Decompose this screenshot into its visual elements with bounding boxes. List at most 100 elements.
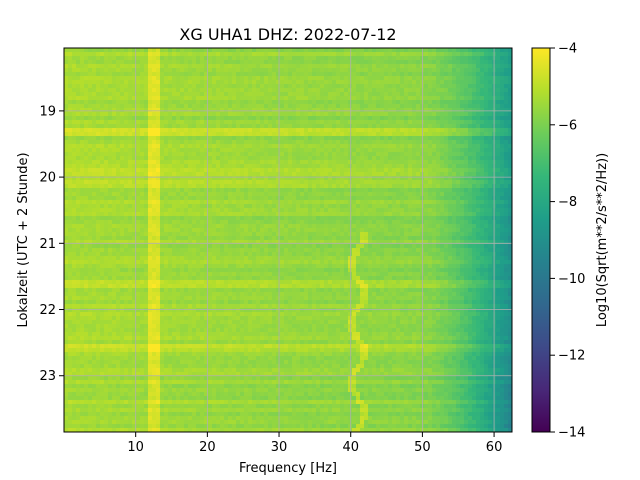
heatmap-cell [332,216,337,221]
heatmap-cell [304,148,309,153]
heatmap-cell [248,184,253,189]
heatmap-cell [224,132,229,137]
heatmap-cell [308,200,313,205]
heatmap-cell [204,112,209,117]
heatmap-cell [324,192,329,197]
heatmap-cell [264,140,269,145]
heatmap-cell [284,112,289,117]
heatmap-cell [292,220,297,225]
heatmap-cell [476,52,481,57]
heatmap-cell [368,204,373,209]
heatmap-cell [476,116,481,121]
heatmap-cell [440,96,445,101]
heatmap-cell [304,136,309,141]
heatmap-cell [280,128,285,133]
heatmap-cell [112,148,117,153]
heatmap-cell [320,136,325,141]
heatmap-cell [92,96,97,101]
heatmap-cell [296,208,301,213]
heatmap-cell [244,132,249,137]
heatmap-cell [424,212,429,217]
heatmap-cell [416,180,421,185]
heatmap-cell [460,148,465,153]
heatmap-cell [204,48,209,53]
heatmap-cell [252,64,257,69]
heatmap-cell [140,196,145,201]
heatmap-cell [336,168,341,173]
heatmap-cell [140,132,145,137]
heatmap-cell [308,100,313,105]
heatmap-cell [64,224,69,229]
heatmap-cell [272,184,277,189]
heatmap-cell [252,148,257,153]
heatmap-cell [100,184,105,189]
heatmap-cell [252,128,257,133]
heatmap-cell [480,188,485,193]
heatmap-cell [472,176,477,181]
heatmap-cell [88,172,93,177]
heatmap-cell [408,116,413,121]
heatmap-cell [132,168,137,173]
heatmap-cell [452,184,457,189]
heatmap-cell [404,84,409,89]
heatmap-cell [476,108,481,113]
heatmap-cell [368,104,373,109]
heatmap-cell [484,168,489,173]
heatmap-cell [148,112,153,117]
heatmap-cell [112,104,117,109]
heatmap-cell [132,120,137,125]
heatmap-cell [120,148,125,153]
heatmap-cell [440,124,445,129]
heatmap-cell [368,168,373,173]
heatmap-cell [440,116,445,121]
heatmap-cell [384,48,389,53]
heatmap-cell [276,124,281,129]
heatmap-cell [468,136,473,141]
heatmap-cell [168,64,173,69]
heatmap-cell [124,144,129,149]
heatmap-cell [72,156,77,161]
heatmap-cell [128,216,133,221]
heatmap-cell [340,76,345,81]
heatmap-cell [92,176,97,181]
heatmap-cell [364,92,369,97]
heatmap-cell [92,152,97,157]
heatmap-cell [272,60,277,65]
heatmap-cell [264,80,269,85]
heatmap-cell [480,112,485,117]
heatmap-cell [128,120,133,125]
heatmap-cell [456,120,461,125]
heatmap-cell [128,64,133,69]
heatmap-cell [336,108,341,113]
heatmap-cell [304,56,309,61]
heatmap-cell [212,124,217,129]
heatmap-cell [64,192,69,197]
heatmap-cell [396,64,401,69]
heatmap-cell [284,108,289,113]
heatmap-cell [152,128,157,133]
heatmap-cell [500,156,505,161]
heatmap-cell [464,156,469,161]
heatmap-cell [116,172,121,177]
heatmap-cell [236,56,241,61]
heatmap-cell [124,164,129,169]
heatmap-cell [64,72,69,77]
heatmap-cell [256,72,261,77]
heatmap-cell [404,136,409,141]
heatmap-cell [400,128,405,133]
heatmap-cell [144,172,149,177]
heatmap-cell [324,200,329,205]
heatmap-cell [440,168,445,173]
heatmap-cell [296,52,301,57]
heatmap-cell [340,148,345,153]
heatmap-cell [388,200,393,205]
heatmap-cell [360,196,365,201]
heatmap-cell [88,184,93,189]
heatmap-cell [336,96,341,101]
heatmap-cell [240,124,245,129]
heatmap-cell [360,164,365,169]
heatmap-cell [220,208,225,213]
heatmap-cell [504,156,509,161]
heatmap-cell [316,108,321,113]
heatmap-cell [424,60,429,65]
